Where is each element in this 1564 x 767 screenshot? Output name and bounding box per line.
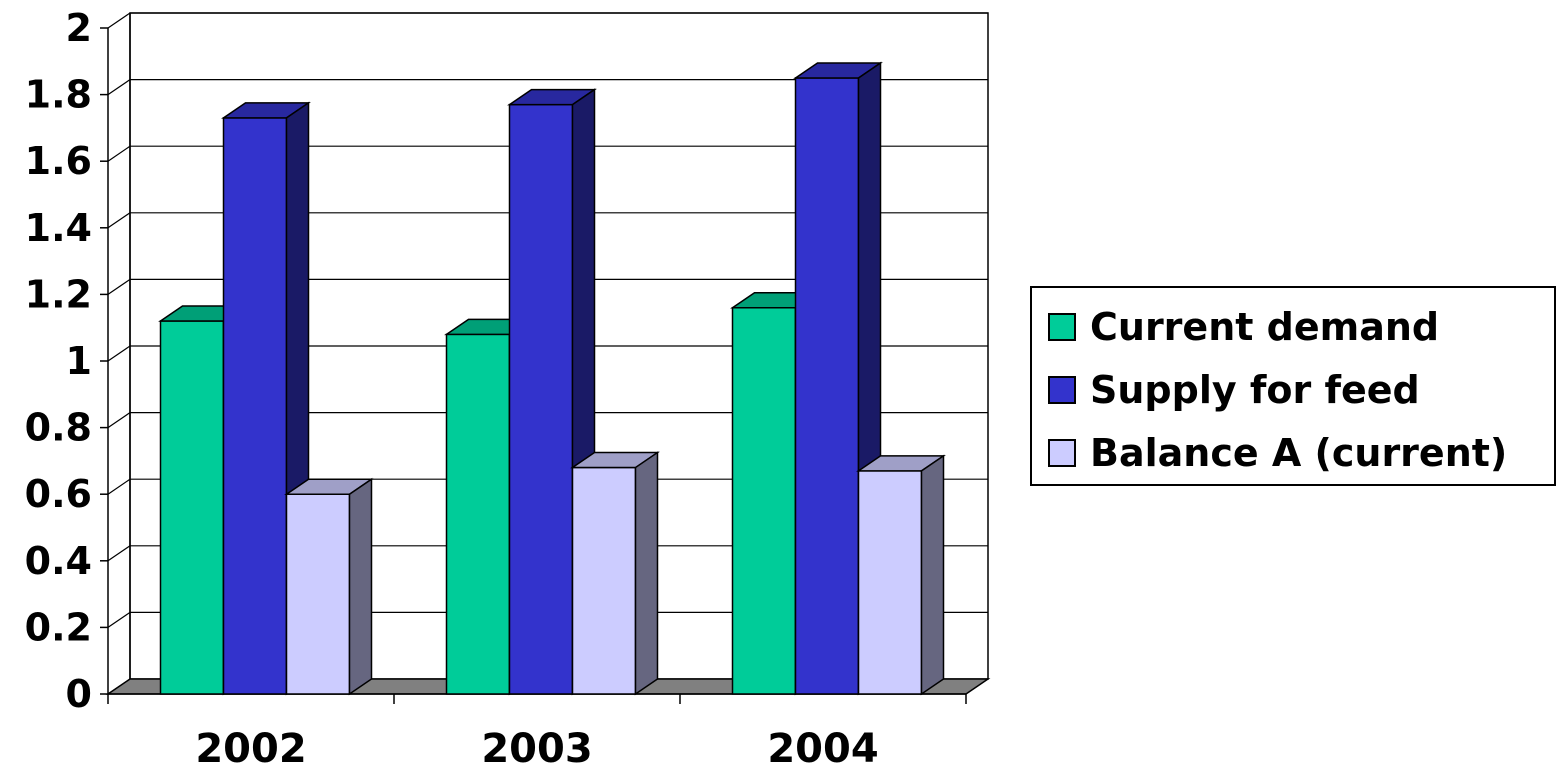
bar-side: [634, 451, 659, 696]
y-tick-label: 1.8: [25, 73, 92, 117]
bar-side: [348, 477, 373, 696]
legend-swatch-balance-a: [1048, 439, 1076, 467]
gridline-side: [107, 345, 131, 362]
bar-front: [794, 77, 860, 695]
gridline-side: [107, 412, 131, 429]
y-tick-label: 0.4: [25, 539, 92, 583]
legend-item-supply-for-feed: Supply for feed: [1048, 365, 1420, 415]
bar-front: [445, 333, 511, 695]
legend-item-balance-a: Balance A (current): [1048, 428, 1507, 478]
y-tick-label: 1.4: [25, 206, 92, 250]
legend-swatch-current-demand: [1048, 313, 1076, 341]
bar-front: [571, 466, 637, 695]
bar-front: [222, 117, 288, 695]
gridline-side: [107, 478, 131, 495]
bar-front: [285, 493, 351, 695]
y-tick-label: 1.2: [25, 272, 92, 316]
legend-swatch-supply-for-feed: [1048, 376, 1076, 404]
x-category-label: 2002: [195, 726, 306, 767]
bar-front: [857, 470, 923, 695]
gridline-side: [107, 79, 131, 96]
x-category-label: 2003: [481, 726, 592, 767]
gridline-side: [107, 611, 131, 628]
gridline-side: [107, 278, 131, 295]
y-tick-label: 0.6: [25, 472, 92, 516]
bar-front: [159, 320, 225, 695]
legend-item-current-demand: Current demand: [1048, 302, 1439, 352]
legend-label-balance-a: Balance A (current): [1090, 431, 1508, 475]
bar-side: [920, 454, 945, 696]
y-tick-label: 0.8: [25, 406, 92, 450]
gridline-side: [107, 145, 131, 162]
gridline-side: [107, 12, 131, 29]
legend-label-supply-for-feed: Supply for feed: [1090, 368, 1420, 412]
legend-label-current-demand: Current demand: [1090, 305, 1440, 349]
legend: Current demand Supply for feed Balance A…: [1030, 286, 1556, 486]
gridline-side: [107, 545, 131, 562]
y-tick-label: 0.2: [25, 605, 92, 649]
y-tick-label: 1.6: [25, 139, 92, 183]
y-tick-label: 1: [66, 339, 92, 383]
bar-front: [508, 103, 574, 695]
bar-front: [731, 306, 797, 695]
x-category-label: 2004: [767, 726, 878, 767]
y-tick-label: 0: [66, 672, 92, 716]
gridline-side: [107, 212, 131, 229]
y-tick-label: 2: [66, 6, 92, 50]
